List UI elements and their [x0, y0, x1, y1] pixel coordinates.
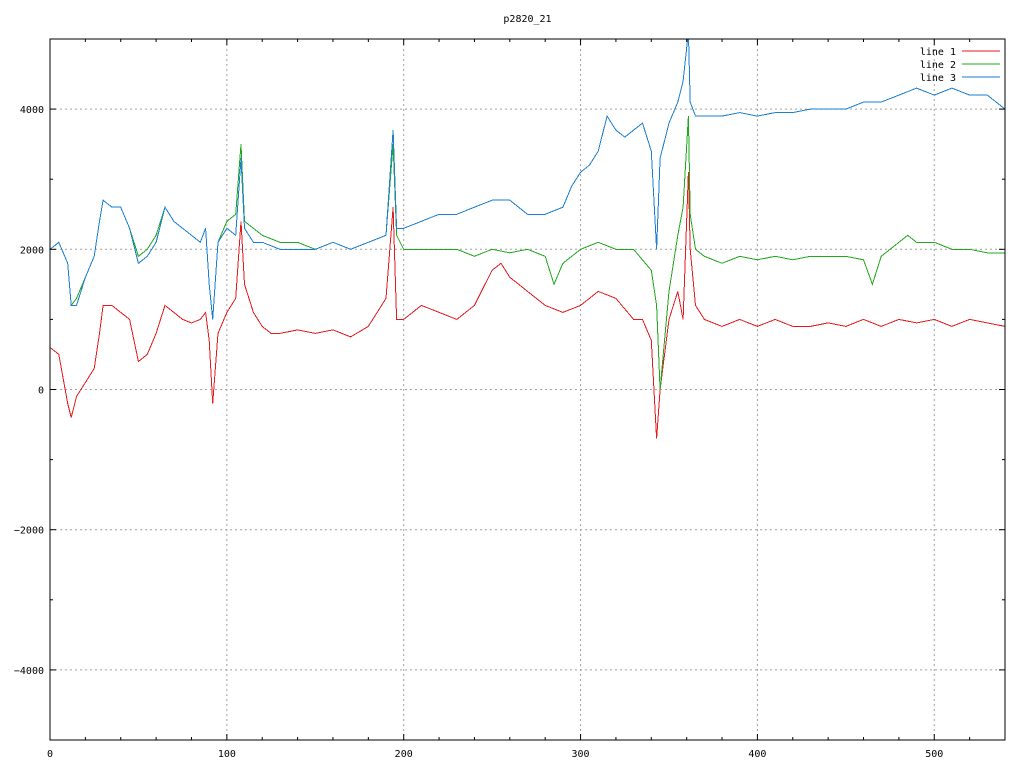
- series-line-2: [50, 116, 1005, 390]
- y-tick-label: −2000: [14, 526, 44, 537]
- legend-label: line 1: [920, 47, 956, 58]
- series-line-3: [50, 39, 1005, 320]
- x-tick-label: 500: [925, 749, 943, 760]
- series-layer: [50, 39, 1005, 439]
- x-tick-label: 0: [47, 749, 53, 760]
- x-tick-label: 400: [748, 749, 766, 760]
- legend-label: line 3: [920, 73, 956, 84]
- x-tick-label: 100: [218, 749, 236, 760]
- y-tick-label: 2000: [20, 245, 44, 256]
- x-tick-label: 200: [395, 749, 413, 760]
- x-tick-label: 300: [572, 749, 590, 760]
- chart-title: p2820_21: [503, 14, 551, 25]
- y-tick-label: 4000: [20, 105, 44, 116]
- series-line-1: [50, 172, 1005, 439]
- x-axis-ticks: 0 100 200 300 400 500: [47, 39, 1006, 760]
- y-axis-ticks: −4000 −2000 0 2000 4000: [14, 38, 1005, 741]
- legend-label: line 2: [920, 60, 956, 71]
- y-tick-label: −4000: [14, 666, 44, 677]
- grid-layer: [50, 39, 1005, 740]
- y-tick-label: 0: [38, 386, 44, 397]
- legend: line 1 line 2 line 3: [920, 47, 1000, 84]
